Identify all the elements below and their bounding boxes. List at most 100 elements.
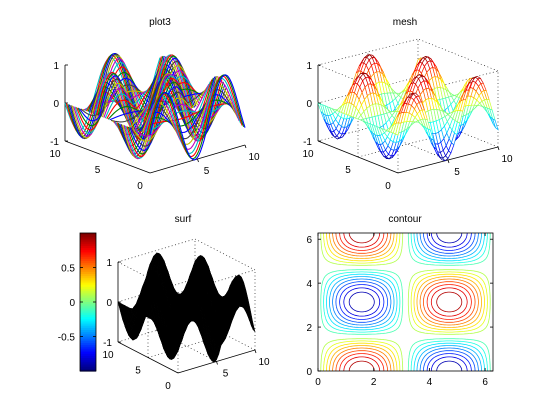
x-tick-label: 10 (248, 152, 260, 163)
colorbar-band (80, 286, 96, 290)
colorbar-tick-label: 0.5 (61, 264, 75, 275)
contour-level-line (329, 233, 482, 371)
colorbar-band (80, 299, 96, 303)
colorbar-band (80, 265, 96, 269)
colorbar-band (80, 269, 96, 273)
surf-cell (250, 319, 256, 333)
y-tick-label: 0 (137, 181, 143, 192)
contour-level-line (323, 233, 488, 371)
colorbar-band (80, 325, 96, 329)
colorbar-band (80, 258, 96, 262)
contour-level-line (343, 232, 468, 372)
colorbar-band (80, 355, 96, 359)
colorbar-band (80, 310, 96, 314)
colorbar-band (80, 239, 96, 243)
z-tick-label: -1 (303, 137, 312, 148)
colorbar-band (80, 237, 96, 241)
plot3-line (130, 87, 227, 147)
z-tick-label: 1 (53, 61, 59, 72)
x-tick-label: 10 (258, 357, 270, 368)
z-tick-label: 0 (306, 99, 312, 110)
x-tick-label: 6 (482, 377, 488, 388)
contour-level-line (332, 233, 479, 371)
colorbar-band (80, 284, 96, 288)
contour-level-line (326, 233, 485, 371)
contour-lines (320, 232, 491, 372)
box-edge (177, 269, 256, 294)
y-axis-line (64, 140, 151, 174)
colorbar-band (80, 323, 96, 327)
x-tick-label: 5 (204, 166, 210, 177)
y-tick-label: 5 (135, 366, 141, 377)
box-edge (417, 114, 499, 148)
colorbar-band (80, 340, 96, 344)
y-tick-label: 10 (102, 350, 114, 361)
box-edge (417, 38, 499, 72)
colorbar-band (80, 351, 96, 355)
x-tick-label: 2 (371, 377, 377, 388)
colorbar-band (80, 263, 96, 266)
y-tick-label: 10 (49, 149, 61, 160)
colorbar-band (80, 347, 96, 351)
colorbar-band (80, 368, 96, 372)
colorbar-band (80, 336, 96, 340)
box-edge (194, 238, 256, 271)
colorbar-band (80, 233, 96, 236)
colorbar-band (80, 295, 96, 299)
colorbar-band (80, 293, 96, 297)
x-tick-label: 0 (315, 377, 321, 388)
y-tick-label: 4 (306, 279, 312, 290)
colorbar: 0.5 0 -0.5 (58, 232, 97, 372)
colorbar-band (80, 278, 96, 282)
plot3-title: plot3 (149, 17, 171, 28)
contour-level-line (329, 233, 482, 371)
colorbar-band (80, 304, 96, 307)
colorbar-band (80, 245, 96, 249)
colorbar-band (80, 291, 96, 294)
colorbar-band (80, 332, 96, 335)
colorbar-band (80, 241, 96, 245)
z-tick-label: 0 (106, 298, 112, 309)
x-tick-label: 5 (454, 167, 460, 178)
colorbar-band (80, 353, 96, 357)
y-tick-label: 0 (385, 181, 391, 192)
x-tick (447, 159, 450, 164)
colorbar-band (80, 321, 96, 325)
colorbar-band (80, 334, 96, 338)
plot3-lines (64, 53, 246, 161)
colorbar-band (80, 366, 96, 370)
y-tick-label: 10 (302, 149, 314, 160)
colorbar-band (80, 364, 96, 368)
x-tick-label: 4 (427, 377, 433, 388)
colorbar-band (80, 319, 96, 323)
colorbar-band (80, 250, 96, 254)
colorbar-tick-label: -0.5 (58, 333, 76, 344)
y-tick-label: 5 (95, 165, 101, 176)
box-edge (117, 238, 196, 263)
colorbar-band (80, 243, 96, 247)
colorbar-band (80, 273, 96, 277)
colorbar-band (80, 282, 96, 286)
x-tick (254, 349, 257, 354)
colorbar-band (80, 276, 96, 279)
contour-axes: contour 0 2 4 6 0 2 4 6 (306, 214, 494, 388)
colorbar-band (80, 235, 96, 238)
y-tick-label: 5 (345, 165, 351, 176)
contour-title: contour (388, 214, 422, 225)
grid-line (117, 278, 196, 303)
plot3-line (132, 91, 229, 142)
colorbar-band (80, 330, 96, 333)
colorbar-band (80, 254, 96, 258)
contour-axes-box (317, 232, 494, 372)
grid-line (367, 127, 449, 161)
colorbar-band (80, 327, 96, 331)
colorbar-band (80, 308, 96, 312)
contour-level-line (320, 233, 491, 371)
colorbar-tick-label: 0 (69, 298, 75, 309)
surf-surface (117, 252, 256, 363)
colorbar-band (80, 280, 96, 284)
colorbar-band (80, 342, 96, 346)
z-tick-label: 0 (53, 99, 59, 110)
